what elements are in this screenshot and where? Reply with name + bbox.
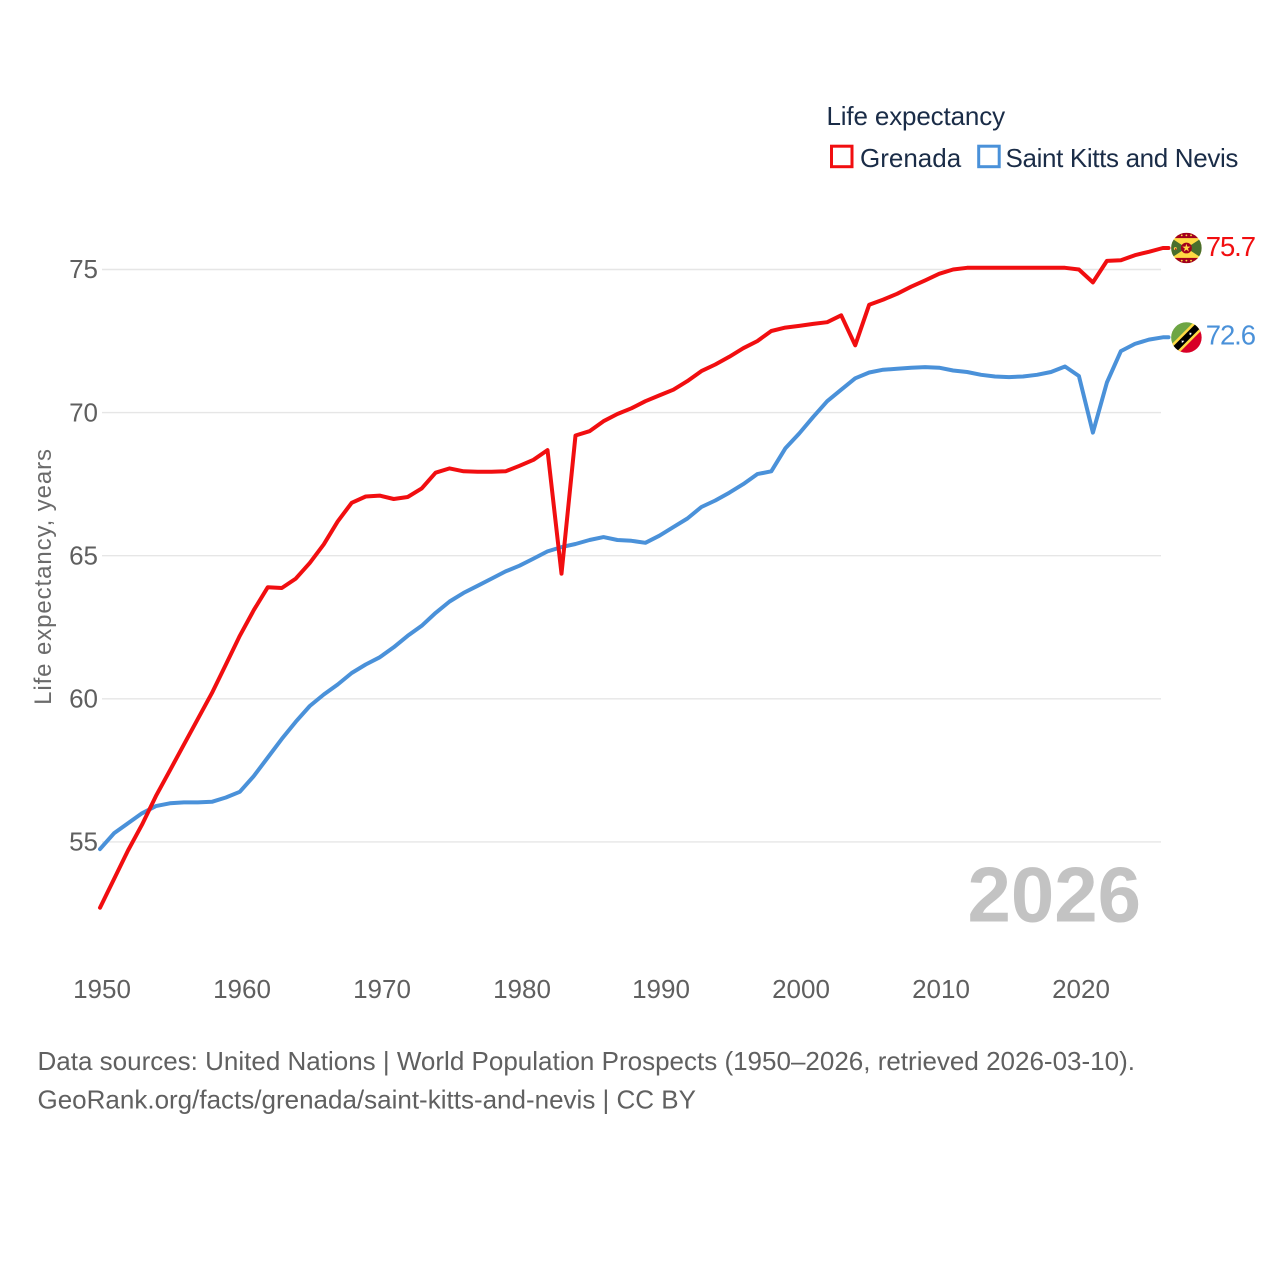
svg-text:GeoRank.org/facts/grenada/sain: GeoRank.org/facts/grenada/saint-kitts-an… [38,1084,697,1114]
svg-text:75: 75 [69,254,98,284]
svg-text:1990: 1990 [632,974,690,1004]
svg-text:Life expectancy, years: Life expectancy, years [30,448,57,705]
svg-text:55: 55 [69,827,98,857]
svg-text:Life expectancy: Life expectancy [827,101,1006,131]
svg-text:1970: 1970 [353,974,411,1004]
svg-text:2020: 2020 [1052,974,1110,1004]
svg-text:65: 65 [69,540,98,570]
svg-text:1960: 1960 [213,974,271,1004]
svg-text:Grenada: Grenada [860,143,962,173]
svg-text:70: 70 [69,397,98,427]
svg-text:2026: 2026 [967,851,1141,939]
svg-text:Saint Kitts and Nevis: Saint Kitts and Nevis [1006,143,1239,173]
svg-text:2000: 2000 [772,974,830,1004]
svg-text:Data sources: United Nations |: Data sources: United Nations | World Pop… [38,1046,1135,1076]
svg-text:2010: 2010 [912,974,970,1004]
svg-text:75.7: 75.7 [1206,231,1255,262]
svg-text:60: 60 [69,684,98,714]
svg-text:1980: 1980 [493,974,551,1004]
svg-text:1950: 1950 [73,974,131,1004]
svg-text:72.6: 72.6 [1206,320,1256,351]
